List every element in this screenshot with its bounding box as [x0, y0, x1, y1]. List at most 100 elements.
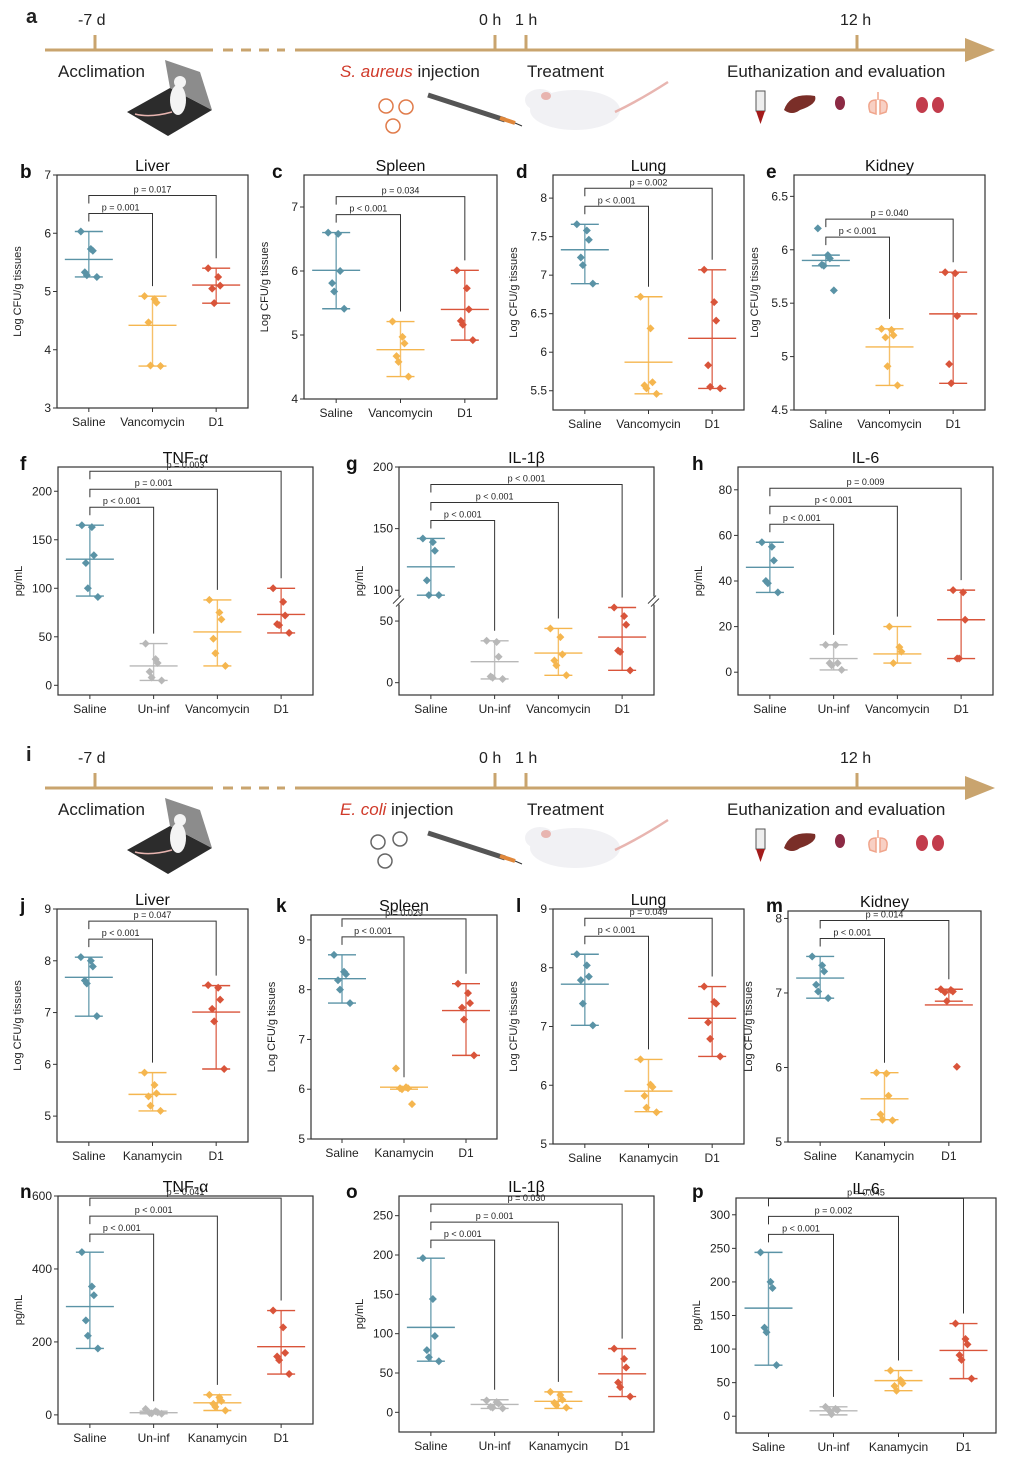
data-point [897, 647, 906, 656]
data-point [885, 622, 894, 631]
series-d1 [598, 603, 647, 675]
data-point [147, 1409, 156, 1418]
significance-bracket [335, 214, 401, 312]
data-point [281, 611, 290, 620]
series-vancomycin [865, 324, 914, 390]
data-point [152, 298, 161, 307]
data-point [963, 1340, 972, 1349]
data-point [648, 1083, 657, 1092]
data-point [716, 1052, 725, 1061]
data-point [833, 1406, 842, 1415]
y-tick-label: 0 [45, 1408, 52, 1422]
significance-bracket [430, 519, 496, 631]
syringe-icon [427, 92, 523, 127]
data-point [951, 1319, 960, 1328]
y-axis-label: pg/mL [13, 1295, 25, 1326]
p-value-label: p = 0.030 [508, 1193, 546, 1203]
data-point [622, 620, 631, 629]
y-tick-label: 20 [719, 620, 733, 634]
data-point [498, 674, 507, 683]
chart-panel-m: m Kidney 5 6 7 8 Log CFU/g tissues Saline Kanamy… [743, 894, 982, 1163]
chart-panel-h: h IL-6 0 20 40 60 80 pg/mL Saline Un-inf Vancomyci… [692, 450, 994, 716]
significance-bracket [769, 505, 898, 617]
data-point [77, 521, 86, 530]
data-point [215, 1393, 224, 1402]
p-value-label: p < 0.001 [833, 927, 871, 937]
data-point [422, 1346, 431, 1355]
data-point [889, 659, 898, 668]
chart-title: Liver [135, 892, 170, 909]
data-point [93, 1344, 102, 1353]
data-point [886, 1366, 895, 1375]
series-d1 [688, 265, 737, 393]
panel-letter: e [766, 162, 777, 183]
data-point [392, 1064, 400, 1073]
data-point [204, 981, 213, 990]
data-point [210, 1017, 219, 1026]
x-tick-label: D1 [941, 1149, 957, 1163]
significance-bracket [430, 1239, 496, 1390]
data-point [818, 961, 827, 970]
x-tick-label: Saline [568, 1151, 602, 1165]
data-point [488, 673, 497, 682]
plot-frame [398, 1195, 655, 1433]
data-point [610, 1344, 619, 1353]
data-point [829, 286, 838, 295]
p-value-label: p = 0.040 [871, 208, 909, 218]
data-point [877, 324, 886, 333]
data-point [820, 967, 829, 976]
data-point [430, 1332, 439, 1341]
data-point [824, 994, 833, 1003]
liver-icon [784, 833, 816, 851]
data-point [153, 658, 162, 667]
data-point [953, 312, 962, 320]
p-value-label: p < 0.001 [598, 925, 636, 935]
chart-panel-b: b Liver 3 4 5 6 7 Log CFU/g tissues Saline Vancom… [12, 158, 249, 429]
panel-letter-i: i [26, 744, 32, 766]
significance-bracket [769, 523, 835, 635]
y-tick-label: 200 [32, 484, 52, 498]
panel-letter: c [272, 162, 283, 183]
series-kanamycin [128, 1068, 177, 1115]
tube-icon [755, 828, 766, 850]
series-d1 [924, 985, 973, 1071]
x-tick-label: Vancomycin [857, 417, 921, 431]
data-point [404, 372, 413, 381]
data-point [948, 987, 957, 996]
chart-panel-j: j Liver 5 6 7 8 9 Log CFU/g tissues Saline Kanamy… [12, 892, 249, 1163]
data-point [837, 665, 846, 674]
y-tick-label: 7.5 [530, 230, 547, 244]
data-point [896, 1375, 905, 1384]
treatment-label: Treatment [527, 800, 604, 819]
p-value-label: p = 0.001 [476, 1211, 514, 1221]
kidney-icon [932, 97, 944, 113]
data-point [588, 1021, 597, 1030]
data-point [951, 269, 960, 278]
y-tick-label: 7 [540, 1020, 547, 1034]
data-point [706, 382, 715, 391]
data-point [700, 265, 709, 274]
y-tick-label: 150 [32, 533, 52, 547]
p-value-label: p < 0.001 [354, 926, 392, 936]
panel-letter: m [766, 896, 783, 917]
y-axis-label: pg/mL [693, 566, 705, 597]
significance-bracket [88, 195, 217, 259]
data-point [208, 284, 217, 293]
y-tick-label: 4 [291, 392, 298, 406]
chart-panel-p: p IL-6 0 50 100 150 200 250 300 pg/mL Saline Un-inf… [691, 1181, 997, 1454]
data-point [92, 272, 101, 281]
data-point [898, 1379, 907, 1388]
x-tick-label: D1 [208, 415, 224, 429]
y-tick-label: 50 [39, 630, 53, 644]
y-tick-label: 100 [710, 1342, 730, 1356]
x-tick-label: Saline [319, 406, 353, 420]
data-point [83, 1331, 92, 1340]
data-point [626, 666, 635, 675]
data-point [872, 1068, 881, 1077]
chart-title: TNF-α [163, 1179, 209, 1196]
data-point [893, 381, 902, 390]
data-point [642, 384, 651, 393]
data-point [398, 1085, 406, 1094]
timeline-axis [45, 35, 995, 136]
panel-letter: b [20, 162, 32, 183]
